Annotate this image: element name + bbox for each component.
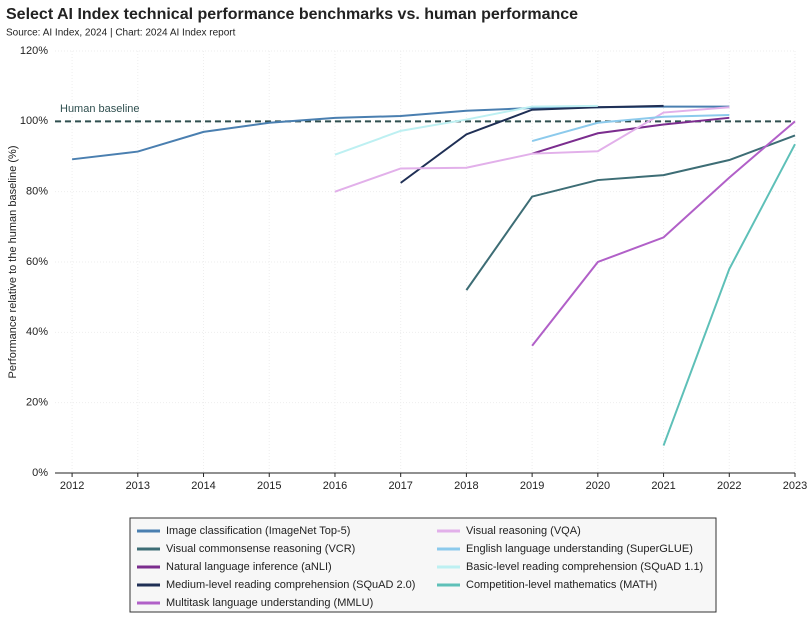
x-tick-label: 2016 [323, 480, 347, 492]
y-tick-label: 40% [26, 326, 48, 338]
x-tick-label: 2012 [60, 480, 84, 492]
legend-label: Medium-level reading comprehension (SQuA… [166, 579, 415, 591]
y-tick-label: 60% [26, 256, 48, 268]
legend-label: Basic-level reading comprehension (SQuAD… [466, 561, 703, 573]
x-tick-label: 2014 [191, 480, 215, 492]
legend-box [129, 517, 717, 613]
series-line [334, 104, 598, 156]
x-tick-label: 2018 [454, 480, 478, 492]
y-tick-label: 20% [26, 397, 48, 409]
x-tick-label: 2022 [717, 480, 741, 492]
series-line [465, 134, 796, 291]
legend-label: Image classification (ImageNet Top-5) [166, 525, 350, 537]
series-line [662, 143, 796, 446]
legend-label: Multitask language understanding (MMLU) [166, 597, 373, 609]
series-line [334, 106, 730, 193]
x-tick-label: 2020 [586, 480, 610, 492]
y-tick-label: 0% [32, 467, 48, 479]
x-tick-label: 2017 [388, 480, 412, 492]
legend-label: Visual commonsense reasoning (VCR) [166, 543, 355, 555]
legend-label: Competition-level mathematics (MATH) [466, 579, 657, 591]
legend-label: English language understanding (SuperGLU… [466, 543, 693, 555]
baseline-label: Human baseline [60, 103, 140, 115]
x-tick-label: 2013 [126, 480, 150, 492]
series-line [531, 116, 730, 155]
legend-label: Visual reasoning (VQA) [466, 525, 581, 537]
chart-subtitle: Source: AI Index, 2024 | Chart: 2024 AI … [6, 28, 236, 39]
x-tick-label: 2023 [783, 480, 807, 492]
chart-title: Select AI Index technical performance be… [6, 6, 578, 23]
series-line [531, 120, 796, 347]
series-line [400, 104, 664, 184]
y-tick-label: 120% [20, 45, 48, 57]
x-tick-label: 2015 [257, 480, 281, 492]
x-tick-label: 2019 [520, 480, 544, 492]
y-axis-label: Performance relative to the human baseli… [7, 146, 19, 379]
series-line [531, 114, 730, 142]
legend-label: Natural language inference (aNLI) [166, 561, 332, 573]
x-tick-label: 2021 [651, 480, 675, 492]
y-tick-label: 80% [26, 186, 48, 198]
y-tick-label: 100% [20, 115, 48, 127]
